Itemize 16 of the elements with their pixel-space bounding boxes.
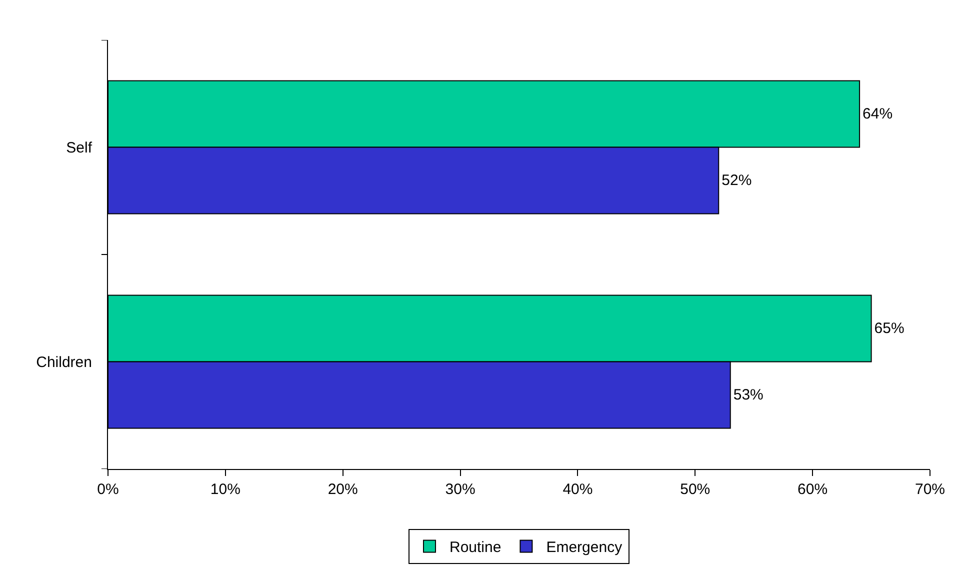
x-tick-label: 0% <box>97 481 119 498</box>
data-label: 52% <box>722 172 752 189</box>
x-tick-label: 50% <box>680 481 710 498</box>
data-label: 65% <box>874 320 904 338</box>
x-tick-label: 20% <box>328 481 358 498</box>
x-tick-label: 70% <box>914 481 946 498</box>
x-tick-label: 40% <box>562 481 593 498</box>
y-tick-label: Self <box>66 140 93 156</box>
legend-label: Emergency <box>546 539 623 556</box>
x-tick-label: 30% <box>445 481 476 498</box>
x-tick-label: 60% <box>798 481 828 498</box>
y-tick-label: Children <box>36 354 92 371</box>
legend-label: Routine <box>450 539 502 556</box>
data-label: 53% <box>733 386 764 404</box>
data-label: 64% <box>862 106 893 122</box>
x-tick-label: 10% <box>210 481 240 498</box>
